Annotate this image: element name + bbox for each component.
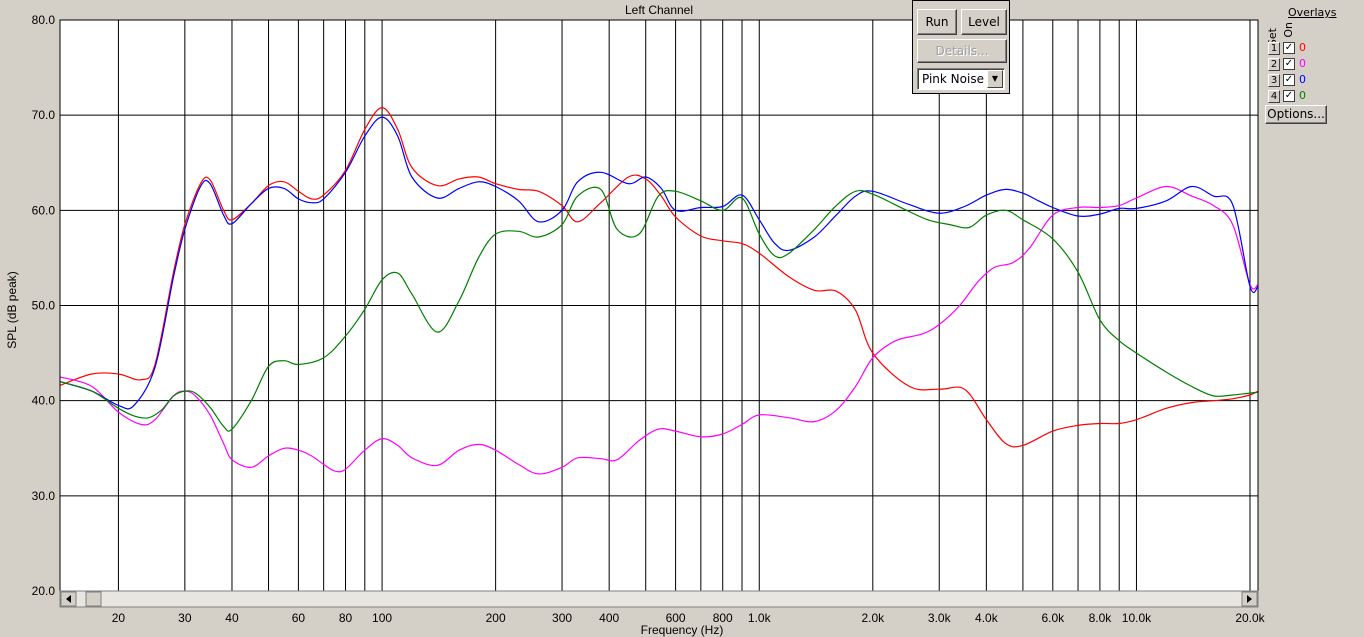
y-tick-label: 40.0 bbox=[32, 394, 56, 408]
series-lines bbox=[59, 106, 1259, 475]
signal-select-value: Pink Noise bbox=[922, 72, 984, 86]
x-tick-label: 1.0k bbox=[748, 611, 772, 625]
x-tick-label: 800 bbox=[713, 611, 733, 625]
series-line bbox=[59, 185, 1259, 475]
arrow-right-icon bbox=[1247, 595, 1252, 603]
level-button[interactable]: Level bbox=[961, 9, 1007, 35]
series-line bbox=[59, 116, 1259, 410]
y-tick-label: 20.0 bbox=[32, 584, 56, 598]
chevron-down-icon[interactable]: ▼ bbox=[987, 70, 1003, 88]
x-tick-label: 40 bbox=[225, 611, 239, 625]
x-tick-label: 10.0k bbox=[1122, 611, 1152, 625]
checkbox-checked-icon[interactable]: ✓ bbox=[1283, 90, 1295, 102]
x-tick-label: 6.0k bbox=[1041, 611, 1065, 625]
horizontal-scrollbar[interactable] bbox=[59, 590, 1259, 608]
y-axis-label: SPL (dB peak) bbox=[5, 271, 19, 349]
x-tick-label: 100 bbox=[372, 611, 392, 625]
x-tick-label: 200 bbox=[486, 611, 506, 625]
x-tick-label: 3.0k bbox=[928, 611, 952, 625]
y-tick-label: 80.0 bbox=[32, 13, 56, 27]
control-panel: Run Level Details... Pink Noise ▼ bbox=[912, 0, 1010, 94]
overlays-on-header: On bbox=[1282, 22, 1295, 38]
scroll-thumb[interactable] bbox=[85, 591, 102, 607]
checkbox-checked-icon[interactable]: ✓ bbox=[1283, 42, 1295, 54]
x-tick-label: 600 bbox=[666, 611, 686, 625]
overlay-row-3: 3 ✓ 0 bbox=[1268, 73, 1348, 88]
overlay-set-button-1[interactable]: 1 bbox=[1268, 42, 1280, 55]
y-tick-label: 50.0 bbox=[32, 299, 56, 313]
checkbox-checked-icon[interactable]: ✓ bbox=[1283, 74, 1295, 86]
run-button[interactable]: Run bbox=[917, 9, 957, 35]
overlay-value-4: 0 bbox=[1299, 89, 1306, 102]
overlay-set-button-2[interactable]: 2 bbox=[1268, 58, 1280, 71]
overlay-set-button-3[interactable]: 3 bbox=[1268, 74, 1280, 87]
series-line bbox=[59, 106, 1259, 448]
signal-select[interactable]: Pink Noise ▼ bbox=[917, 68, 1005, 90]
x-tick-label: 80 bbox=[339, 611, 353, 625]
x-tick-label: 300 bbox=[552, 611, 572, 625]
overlays-link[interactable]: Overlays bbox=[1288, 6, 1337, 19]
x-tick-label: 400 bbox=[599, 611, 619, 625]
arrow-left-icon bbox=[66, 595, 71, 603]
overlay-row-2: 2 ✓ 0 bbox=[1268, 57, 1348, 72]
overlay-set-button-4[interactable]: 4 bbox=[1268, 90, 1280, 103]
y-tick-label: 60.0 bbox=[32, 203, 56, 217]
x-tick-label: 8.0k bbox=[1089, 611, 1113, 625]
x-tick-label: 60 bbox=[292, 611, 306, 625]
y-tick-labels: 20.0 30.0 40.0 50.0 60.0 70.0 80.0 bbox=[32, 13, 56, 598]
chart-title: Left Channel bbox=[625, 3, 693, 17]
series-line bbox=[59, 186, 1259, 432]
overlay-value-2: 0 bbox=[1299, 57, 1306, 70]
y-tick-label: 30.0 bbox=[32, 489, 56, 503]
options-button[interactable]: Options... bbox=[1265, 105, 1327, 124]
x-tick-label: 2.0k bbox=[861, 611, 885, 625]
x-tick-label: 20.0k bbox=[1235, 611, 1265, 625]
x-tick-label: 20 bbox=[112, 611, 126, 625]
x-tick-labels: 20 30 40 60 80 100 200 300 400 600 800 1.0k 2.0k 3.0k… bbox=[112, 611, 1266, 625]
x-tick-label: 30 bbox=[178, 611, 192, 625]
x-axis-label: Frequency (Hz) bbox=[641, 623, 724, 637]
overlay-row-1: 1 ✓ 0 bbox=[1268, 41, 1348, 56]
x-tick-label: 4.0k bbox=[975, 611, 999, 625]
overlay-value-3: 0 bbox=[1299, 73, 1306, 86]
overlay-value-1: 0 bbox=[1299, 41, 1306, 54]
details-button[interactable]: Details... bbox=[917, 39, 1007, 63]
overlay-row-4: 4 ✓ 0 bbox=[1268, 89, 1348, 104]
y-tick-label: 70.0 bbox=[32, 108, 56, 122]
checkbox-checked-icon[interactable]: ✓ bbox=[1283, 58, 1295, 70]
